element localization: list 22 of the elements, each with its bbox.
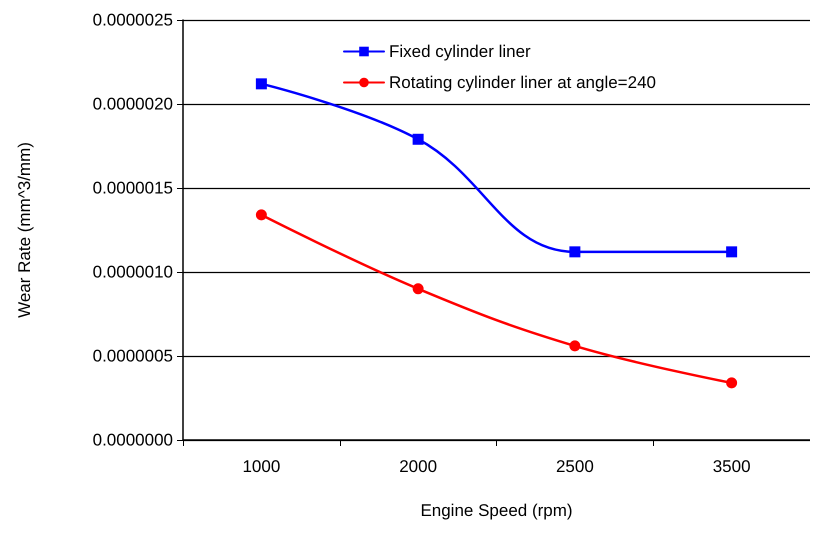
point	[569, 246, 580, 258]
legend-label: Fixed cylinder liner	[389, 42, 532, 61]
legend-label: Rotating cylinder liner at angle=240	[389, 73, 656, 92]
y-axis-title: Wear Rate (mm^3/mm)	[15, 142, 34, 318]
y-tick-label: 0.0000025	[92, 10, 173, 30]
point	[256, 209, 267, 220]
y-tick-label: 0.0000000	[92, 430, 173, 450]
point	[569, 340, 580, 352]
y-tick-label: 0.0000010	[92, 262, 173, 282]
x-tick-label: 2500	[556, 457, 594, 476]
y-tick-label: 0.0000015	[92, 178, 173, 198]
point	[726, 377, 738, 388]
x-tick-label: 2000	[399, 457, 438, 476]
y-tick-label: 0.0000020	[92, 94, 173, 114]
point	[412, 283, 424, 294]
x-tick-label: 3500	[712, 457, 751, 476]
point	[726, 246, 738, 258]
point	[256, 78, 267, 90]
x-axis-title: Engine Speed (rpm)	[420, 501, 573, 520]
point	[412, 134, 424, 145]
y-tick-label: 0.0000005	[92, 346, 173, 366]
x-tick-label: 1000	[242, 457, 280, 476]
